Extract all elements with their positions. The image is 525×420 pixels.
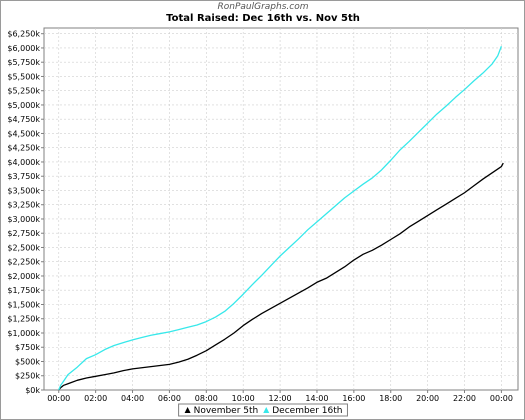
y-tick-label: $3,500k — [7, 186, 40, 195]
legend: November 5th December 16th — [178, 403, 348, 417]
y-tick-label: $3,000k — [7, 215, 40, 224]
y-tick-label: $5,000k — [7, 101, 40, 110]
y-tick-label: $2,250k — [7, 258, 40, 267]
y-tick-label: $6,250k — [7, 30, 40, 39]
y-tick-label: $6,000k — [7, 44, 40, 53]
y-tick-label: $5,250k — [7, 87, 40, 96]
series-line-november-5th — [58, 162, 504, 391]
y-tick-label: $1,500k — [7, 300, 40, 309]
y-axis: $0k $250k $500k $750k $1,000k $1,250k $1,500k $… — [7, 30, 44, 395]
plot-area — [43, 27, 519, 391]
y-tick-label: $1,250k — [7, 315, 40, 324]
x-tick-label: 14:00 — [305, 394, 328, 403]
x-tick-label: 10:00 — [232, 394, 255, 403]
site-label: RonPaulGraphs.com — [218, 2, 309, 12]
y-tick-label: $2,750k — [7, 229, 40, 238]
y-tick-label: $2,500k — [7, 243, 40, 252]
legend-box — [178, 403, 348, 417]
y-tick-label: $500k — [15, 357, 40, 366]
y-tick-label: $5,750k — [7, 58, 40, 67]
x-tick-label: 02:00 — [84, 394, 107, 403]
y-tick-label: $4,500k — [7, 129, 40, 138]
legend-marker-icon — [263, 407, 270, 413]
x-tick-label: 00:00 — [490, 394, 513, 403]
x-tick-label: 00:00 — [47, 394, 70, 403]
legend-label-december-16th: December 16th — [272, 406, 342, 416]
y-tick-label: $0k — [25, 386, 40, 395]
y-tick-label: $5,500k — [7, 72, 40, 81]
x-tick-label: 16:00 — [342, 394, 365, 403]
series-layer — [58, 46, 504, 391]
y-tick-label: $2,000k — [7, 272, 40, 281]
x-axis: 00:00 02:00 04:00 06:00 08:00 10:00 12:00 14:00… — [47, 390, 513, 403]
x-tick-label: 20:00 — [416, 394, 439, 403]
y-tick-label: $1,000k — [7, 329, 40, 338]
grid-lines — [44, 28, 518, 390]
y-tick-label: $250k — [15, 372, 40, 381]
y-tick-label: $4,750k — [7, 115, 40, 124]
y-tick-label: $3,750k — [7, 172, 40, 181]
y-tick-label: $750k — [15, 343, 40, 352]
y-tick-label: $3,250k — [7, 201, 40, 210]
x-tick-label: 08:00 — [195, 394, 218, 403]
y-tick-label: $1,750k — [7, 286, 40, 295]
chart-title: Total Raised: Dec 16th vs. Nov 5th — [166, 13, 360, 24]
x-tick-label: 18:00 — [379, 394, 402, 403]
series-line-december-16th — [58, 46, 503, 391]
legend-marker-icon — [184, 407, 191, 413]
legend-label-november-5th: November 5th — [194, 406, 259, 416]
x-tick-label: 04:00 — [121, 394, 144, 403]
y-tick-label: $4,000k — [7, 158, 40, 167]
x-tick-label: 06:00 — [158, 394, 181, 403]
x-tick-label: 12:00 — [269, 394, 292, 403]
x-tick-label: 22:00 — [453, 394, 476, 403]
y-tick-label: $4,250k — [7, 144, 40, 153]
